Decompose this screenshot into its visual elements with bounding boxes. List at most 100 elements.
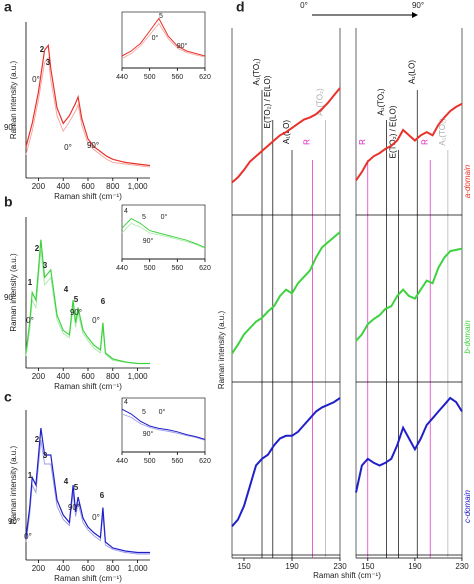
spectrum-line	[355, 396, 463, 493]
peak-annotation: 0°	[64, 143, 72, 152]
peak-annotation: 1	[28, 278, 33, 287]
spectrum-line	[25, 250, 150, 364]
inset-annotation: 90°	[143, 430, 154, 438]
inset-annotation: 90°	[177, 42, 188, 50]
spectrum-line	[355, 247, 463, 342]
x-tick-label: 400	[57, 182, 71, 191]
x-tick-label: 620	[199, 265, 211, 272]
peak-annotation: 6	[101, 297, 106, 306]
x-tick-label: 200	[32, 372, 46, 381]
panel-label: a	[4, 0, 12, 15]
mode-label: E(TO₂) / E(LO)	[389, 105, 398, 158]
panel-label: d	[236, 0, 245, 15]
x-tick-label: 440	[116, 265, 128, 272]
spectrum-line	[355, 102, 463, 181]
x-tick-label: 150	[237, 562, 251, 571]
spectrum-line	[231, 231, 341, 355]
peak-annotation: 90°	[8, 517, 20, 526]
inset-line	[121, 222, 206, 249]
peak-annotation: 0°	[92, 316, 100, 325]
spectrum-line	[25, 43, 151, 167]
domain-label: b-domain	[463, 320, 472, 354]
x-tick-label: 1,000	[128, 372, 149, 381]
x-tick-label: 400	[57, 564, 71, 573]
peak-annotation: 4	[64, 477, 69, 486]
inset-annotation: 5	[142, 409, 146, 416]
x-tick-label: 500	[144, 458, 156, 465]
x-tick-label: 200	[32, 564, 46, 573]
x-tick-label: 560	[171, 265, 183, 272]
inset-annotation: 5	[159, 13, 163, 20]
x-axis-label: Raman shift (cm⁻¹)	[54, 382, 122, 391]
x-tick-label: 600	[81, 564, 95, 573]
inset-annotation: 4	[124, 208, 128, 215]
peak-annotation: 0°	[26, 316, 34, 325]
inset-annotation: 0°	[152, 34, 159, 42]
inset-line	[121, 22, 206, 59]
mode-label: R	[303, 139, 312, 145]
peak-annotation: 90°	[4, 123, 16, 132]
inset-line	[121, 413, 206, 441]
inset-line	[121, 17, 206, 57]
x-tick-label: 800	[106, 372, 120, 381]
y-axis-label: Raman intensity (a.u.)	[217, 311, 226, 390]
x-tick-label: 230	[333, 562, 347, 571]
x-tick-label: 800	[106, 564, 120, 573]
peak-annotation: 6	[100, 491, 105, 500]
y-axis-label: Raman intensity (a.u.)	[9, 446, 18, 525]
x-tick-label: 500	[144, 265, 156, 272]
peak-annotation: 2	[35, 435, 40, 444]
x-tick-label: 600	[81, 182, 95, 191]
panel-label: b	[4, 194, 13, 210]
spectrum-line	[231, 397, 341, 527]
peak-annotation: 2	[40, 45, 45, 54]
peak-annotation: 0°	[32, 75, 40, 84]
mode-label: A₁(LO)	[407, 60, 416, 84]
spectrum-line	[25, 439, 150, 555]
angle-arrow-head	[412, 12, 418, 18]
peak-annotation: 0°	[92, 513, 100, 522]
mode-label: R	[358, 139, 367, 145]
spectrum-line	[25, 56, 151, 168]
x-tick-label: 440	[116, 458, 128, 465]
peak-annotation: 5	[74, 295, 79, 304]
spectrum-line	[25, 427, 150, 554]
spectrum-line	[25, 239, 150, 365]
x-tick-label: 150	[361, 562, 375, 571]
peak-annotation: 3	[46, 58, 51, 67]
peak-annotation: 90°	[70, 308, 82, 317]
panel-label: c	[4, 389, 12, 405]
peak-annotation: 4	[64, 285, 69, 294]
x-axis-label: Raman shift (cm⁻¹)	[313, 571, 381, 580]
x-tick-label: 620	[199, 458, 211, 465]
domain-label: a-domain	[463, 164, 472, 198]
domain-label: c-domain	[463, 490, 472, 523]
x-tick-label: 600	[81, 372, 95, 381]
peak-annotation: 90°	[4, 293, 16, 302]
x-tick-label: 560	[171, 458, 183, 465]
x-axis-label: Raman shift (cm⁻¹)	[54, 574, 122, 583]
x-tick-label: 500	[144, 74, 156, 81]
column-header: 0°	[300, 1, 308, 10]
inset-line	[121, 408, 206, 440]
peak-annotation: 0°	[24, 532, 32, 541]
peak-annotation: 3	[43, 261, 48, 270]
inset-annotation: 4	[124, 399, 128, 406]
peak-annotation: 1	[28, 471, 33, 480]
inset-frame	[121, 397, 206, 453]
peak-annotation: 2	[35, 244, 40, 253]
x-tick-label: 620	[199, 74, 211, 81]
x-tick-label: 190	[285, 562, 299, 571]
mode-label: A₁(TO₂)	[316, 88, 325, 116]
inset-frame	[121, 204, 206, 260]
x-tick-label: 800	[106, 182, 120, 191]
mode-label: A₁(TO₂)	[438, 118, 447, 146]
inset-line	[121, 217, 206, 248]
peak-annotation: 3	[43, 451, 48, 460]
x-tick-label: 1,000	[128, 182, 149, 191]
x-axis-label: Raman shift (cm⁻¹)	[54, 192, 122, 201]
inset-annotation: 5	[142, 214, 146, 221]
y-axis-label: Raman intensity (a.u.)	[9, 253, 18, 332]
x-tick-label: 400	[57, 372, 71, 381]
